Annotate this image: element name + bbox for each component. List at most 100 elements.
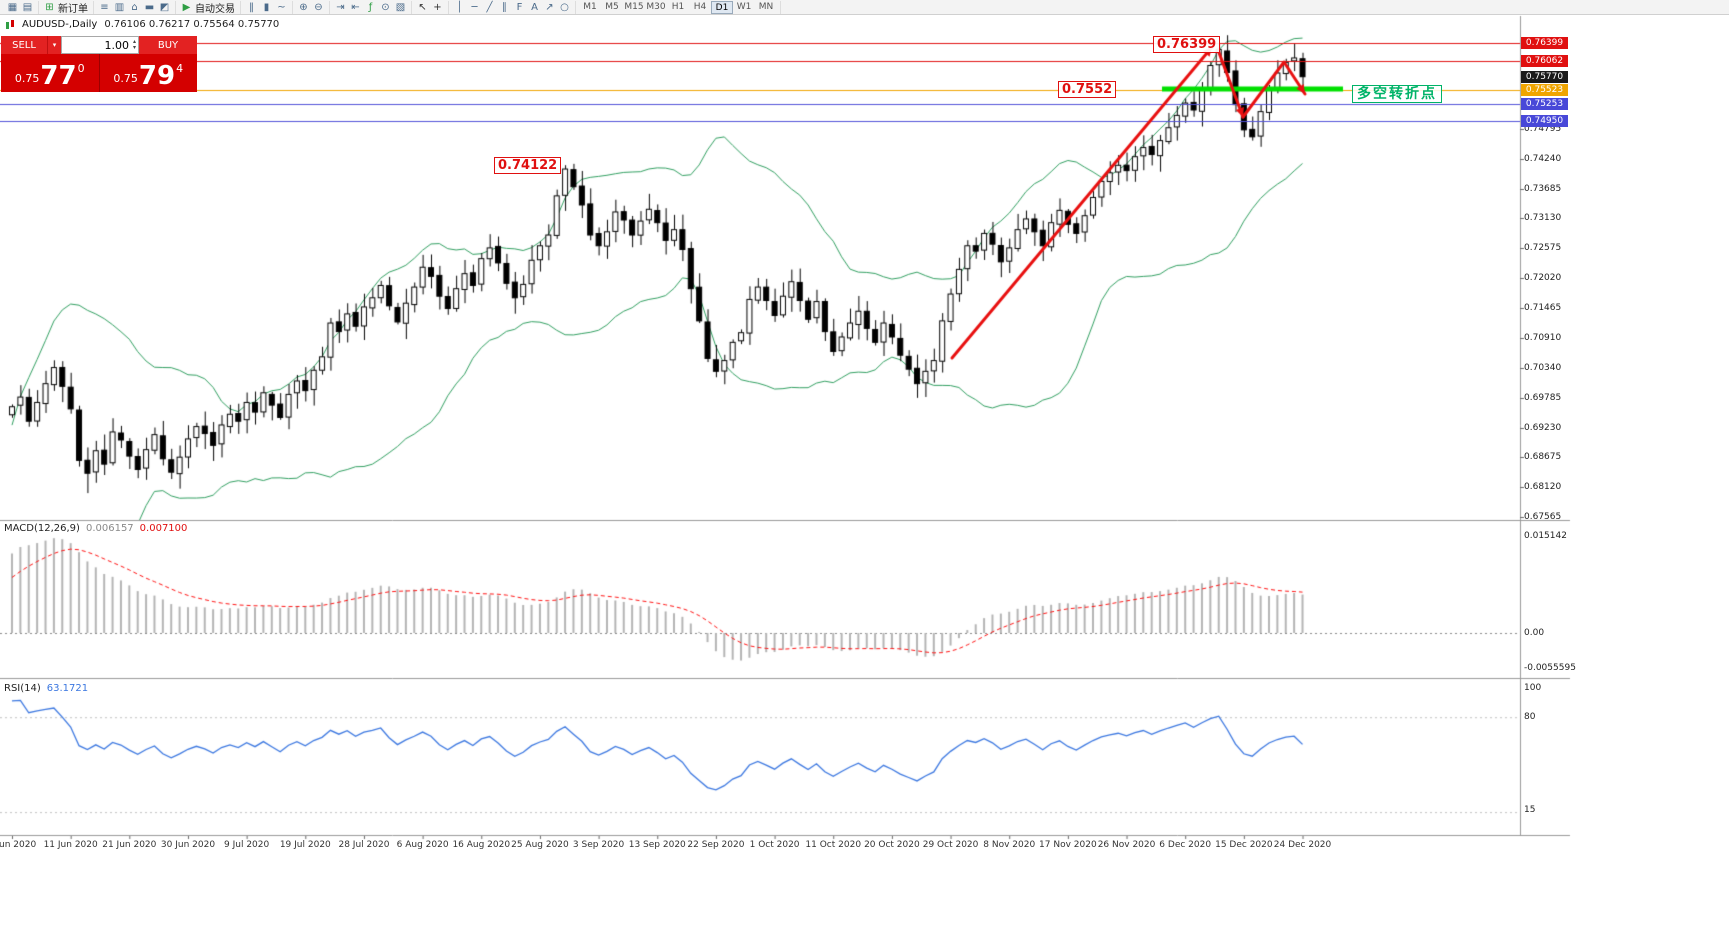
new-order-button[interactable]: ⊞	[45, 1, 54, 13]
date-axis-label: 1 Jun 2020	[0, 840, 37, 850]
rsi-scale-label: 15	[1524, 805, 1536, 815]
chart-type-group: ‖ ▮ ~	[241, 0, 293, 14]
volume-up-icon[interactable]: ▴	[132, 38, 136, 45]
line-chart-icon[interactable]: ~	[277, 1, 286, 13]
data-window-icon[interactable]: ▥	[114, 1, 125, 13]
panels-group: ≡ ▥ ⌂ ▬ ◩	[94, 0, 176, 14]
price-axis-label: 0.70340	[1524, 363, 1562, 374]
horizontal-line-icon[interactable]: ─	[471, 1, 478, 13]
date-axis-label: 25 Aug 2020	[511, 840, 569, 850]
timeframe-h4[interactable]: H4	[693, 1, 707, 12]
timeframe-mn[interactable]: MN	[758, 1, 774, 12]
price-annotation[interactable]: 0.7552	[1058, 81, 1117, 98]
date-axis-label: 19 Jul 2020	[279, 840, 331, 850]
strategy-tester-icon[interactable]: ◩	[159, 1, 170, 13]
macd-signal-value: 0.007100	[139, 523, 188, 534]
market-watch-icon[interactable]: ≡	[100, 1, 109, 13]
date-axis-label: 6 Aug 2020	[396, 840, 449, 850]
date-axis-label: 29 Oct 2020	[922, 840, 979, 850]
fibonacci-icon[interactable]: F	[516, 1, 523, 13]
text-label-icon[interactable]: A	[531, 1, 538, 13]
zoom-group: ⊕ ⊖	[293, 0, 330, 14]
timeframe-d1[interactable]: D1	[711, 0, 733, 14]
timeframe-group: M1 M5 M15 M30 H1 H4 D1 W1 MN	[576, 0, 781, 14]
price-axis-label: 0.68120	[1524, 482, 1562, 493]
macd-scale-label: 0.00	[1524, 628, 1545, 638]
cursor-icon[interactable]: ↖	[418, 1, 427, 13]
price-tag: 0.75770	[1521, 70, 1568, 83]
price-annotation[interactable]: 0.76399	[1153, 36, 1221, 53]
price-axis-label: 0.69230	[1524, 422, 1562, 433]
auto-trading-button-label[interactable]: 自动交易	[195, 3, 235, 15]
navigator-icon[interactable]: ⌂	[131, 1, 138, 13]
channel-icon[interactable]: ∥	[502, 1, 507, 13]
price-tag: 0.76062	[1521, 55, 1568, 68]
draw-group: │ ─ ╱ ∥ F A ↗ ○	[449, 0, 576, 14]
volume-input[interactable]: 1.00 ▴ ▾	[61, 36, 139, 54]
volume-value: 1.00	[104, 38, 129, 52]
buy-price-button[interactable]: 0.75 79 4	[100, 54, 198, 92]
price-axis-label: 0.67565	[1524, 511, 1562, 522]
macd-label: MACD(12,26,9)	[4, 523, 80, 534]
date-axis-label: 11 Oct 2020	[805, 840, 862, 850]
periods-icon[interactable]: ⊙	[381, 1, 390, 13]
timeframe-m15[interactable]: M15	[624, 1, 644, 12]
bar-chart-icon[interactable]: ‖	[249, 1, 254, 13]
macd-main-value: 0.006157	[85, 523, 134, 534]
sell-price-sup: 0	[77, 62, 85, 75]
autotrade-group: ▶ 自动交易	[176, 0, 241, 15]
zoom-out-icon[interactable]: ⊖	[314, 1, 323, 13]
timeframe-h1[interactable]: H1	[671, 1, 685, 12]
date-axis-label: 28 Jul 2020	[338, 840, 390, 850]
rsi-scale-label: 80	[1524, 712, 1536, 722]
chart-mini-icon	[6, 19, 14, 29]
sell-price-prefix: 0.75	[14, 72, 40, 85]
price-annotation[interactable]: 0.74122	[494, 157, 562, 174]
candle-chart-icon[interactable]: ▮	[263, 1, 270, 13]
buy-button[interactable]: BUY	[139, 36, 197, 54]
price-axis-label: 0.69785	[1524, 392, 1562, 403]
trendline-icon[interactable]: ╱	[486, 1, 493, 13]
timeframe-m30[interactable]: M30	[646, 1, 666, 12]
date-axis-label: 9 Jul 2020	[224, 840, 270, 850]
terminal-icon[interactable]: ▬	[144, 1, 155, 13]
timeframe-m5[interactable]: M5	[605, 1, 619, 12]
sell-price-button[interactable]: 0.75 77 0	[1, 54, 100, 92]
buy-price-big: 79	[138, 61, 176, 91]
buy-price-sup: 4	[176, 62, 184, 75]
chart-shift-icon[interactable]: ⇤	[351, 1, 360, 13]
vertical-line-icon[interactable]: │	[456, 1, 463, 13]
turning-point-note[interactable]: 多空转折点	[1352, 85, 1442, 103]
order-group: ⊞ 新订单	[39, 0, 94, 15]
rsi-scale-label: 100	[1524, 683, 1542, 693]
sell-button[interactable]: SELL	[1, 36, 47, 54]
order-type-dropdown[interactable]: ▾	[47, 36, 61, 54]
indicators-icon[interactable]: ƒ	[368, 1, 373, 13]
shapes-icon[interactable]: ○	[560, 1, 569, 13]
templates-icon[interactable]: ▧	[395, 1, 406, 13]
zoom-in-icon[interactable]: ⊕	[299, 1, 308, 13]
profiles-icon[interactable]: ▤	[22, 1, 33, 13]
cursor-group: ↖ +	[412, 0, 449, 14]
date-axis-label: 20 Oct 2020	[864, 840, 920, 850]
price-axis-label: 0.70910	[1524, 332, 1562, 343]
rsi-header: RSI(14) 63.1721	[4, 683, 88, 694]
date-axis-label: 24 Dec 2020	[1273, 840, 1332, 850]
price-axis-label: 0.74795	[1524, 124, 1562, 135]
arrow-tool-icon[interactable]: ↗	[545, 1, 554, 13]
timeframe-m1[interactable]: M1	[583, 1, 597, 12]
volume-down-icon[interactable]: ▾	[132, 44, 136, 51]
volume-stepper[interactable]: ▴ ▾	[133, 39, 136, 51]
new-chart-icon[interactable]: ▦	[7, 1, 18, 13]
timeframe-w1[interactable]: W1	[736, 1, 752, 12]
new-order-button-label[interactable]: 新订单	[58, 3, 88, 15]
auto-scroll-icon[interactable]: ⇥	[336, 1, 345, 13]
auto-trading-button[interactable]: ▶	[182, 1, 191, 13]
date-axis-label: 11 Jun 2020	[43, 840, 98, 850]
date-axis-label: 16 Aug 2020	[452, 840, 511, 850]
date-axis-label: 1 Oct 2020	[749, 840, 800, 850]
crosshair-icon[interactable]: +	[433, 1, 442, 13]
price-tag: 0.75253	[1521, 98, 1568, 111]
date-axis-label: 15 Dec 2020	[1215, 840, 1273, 850]
